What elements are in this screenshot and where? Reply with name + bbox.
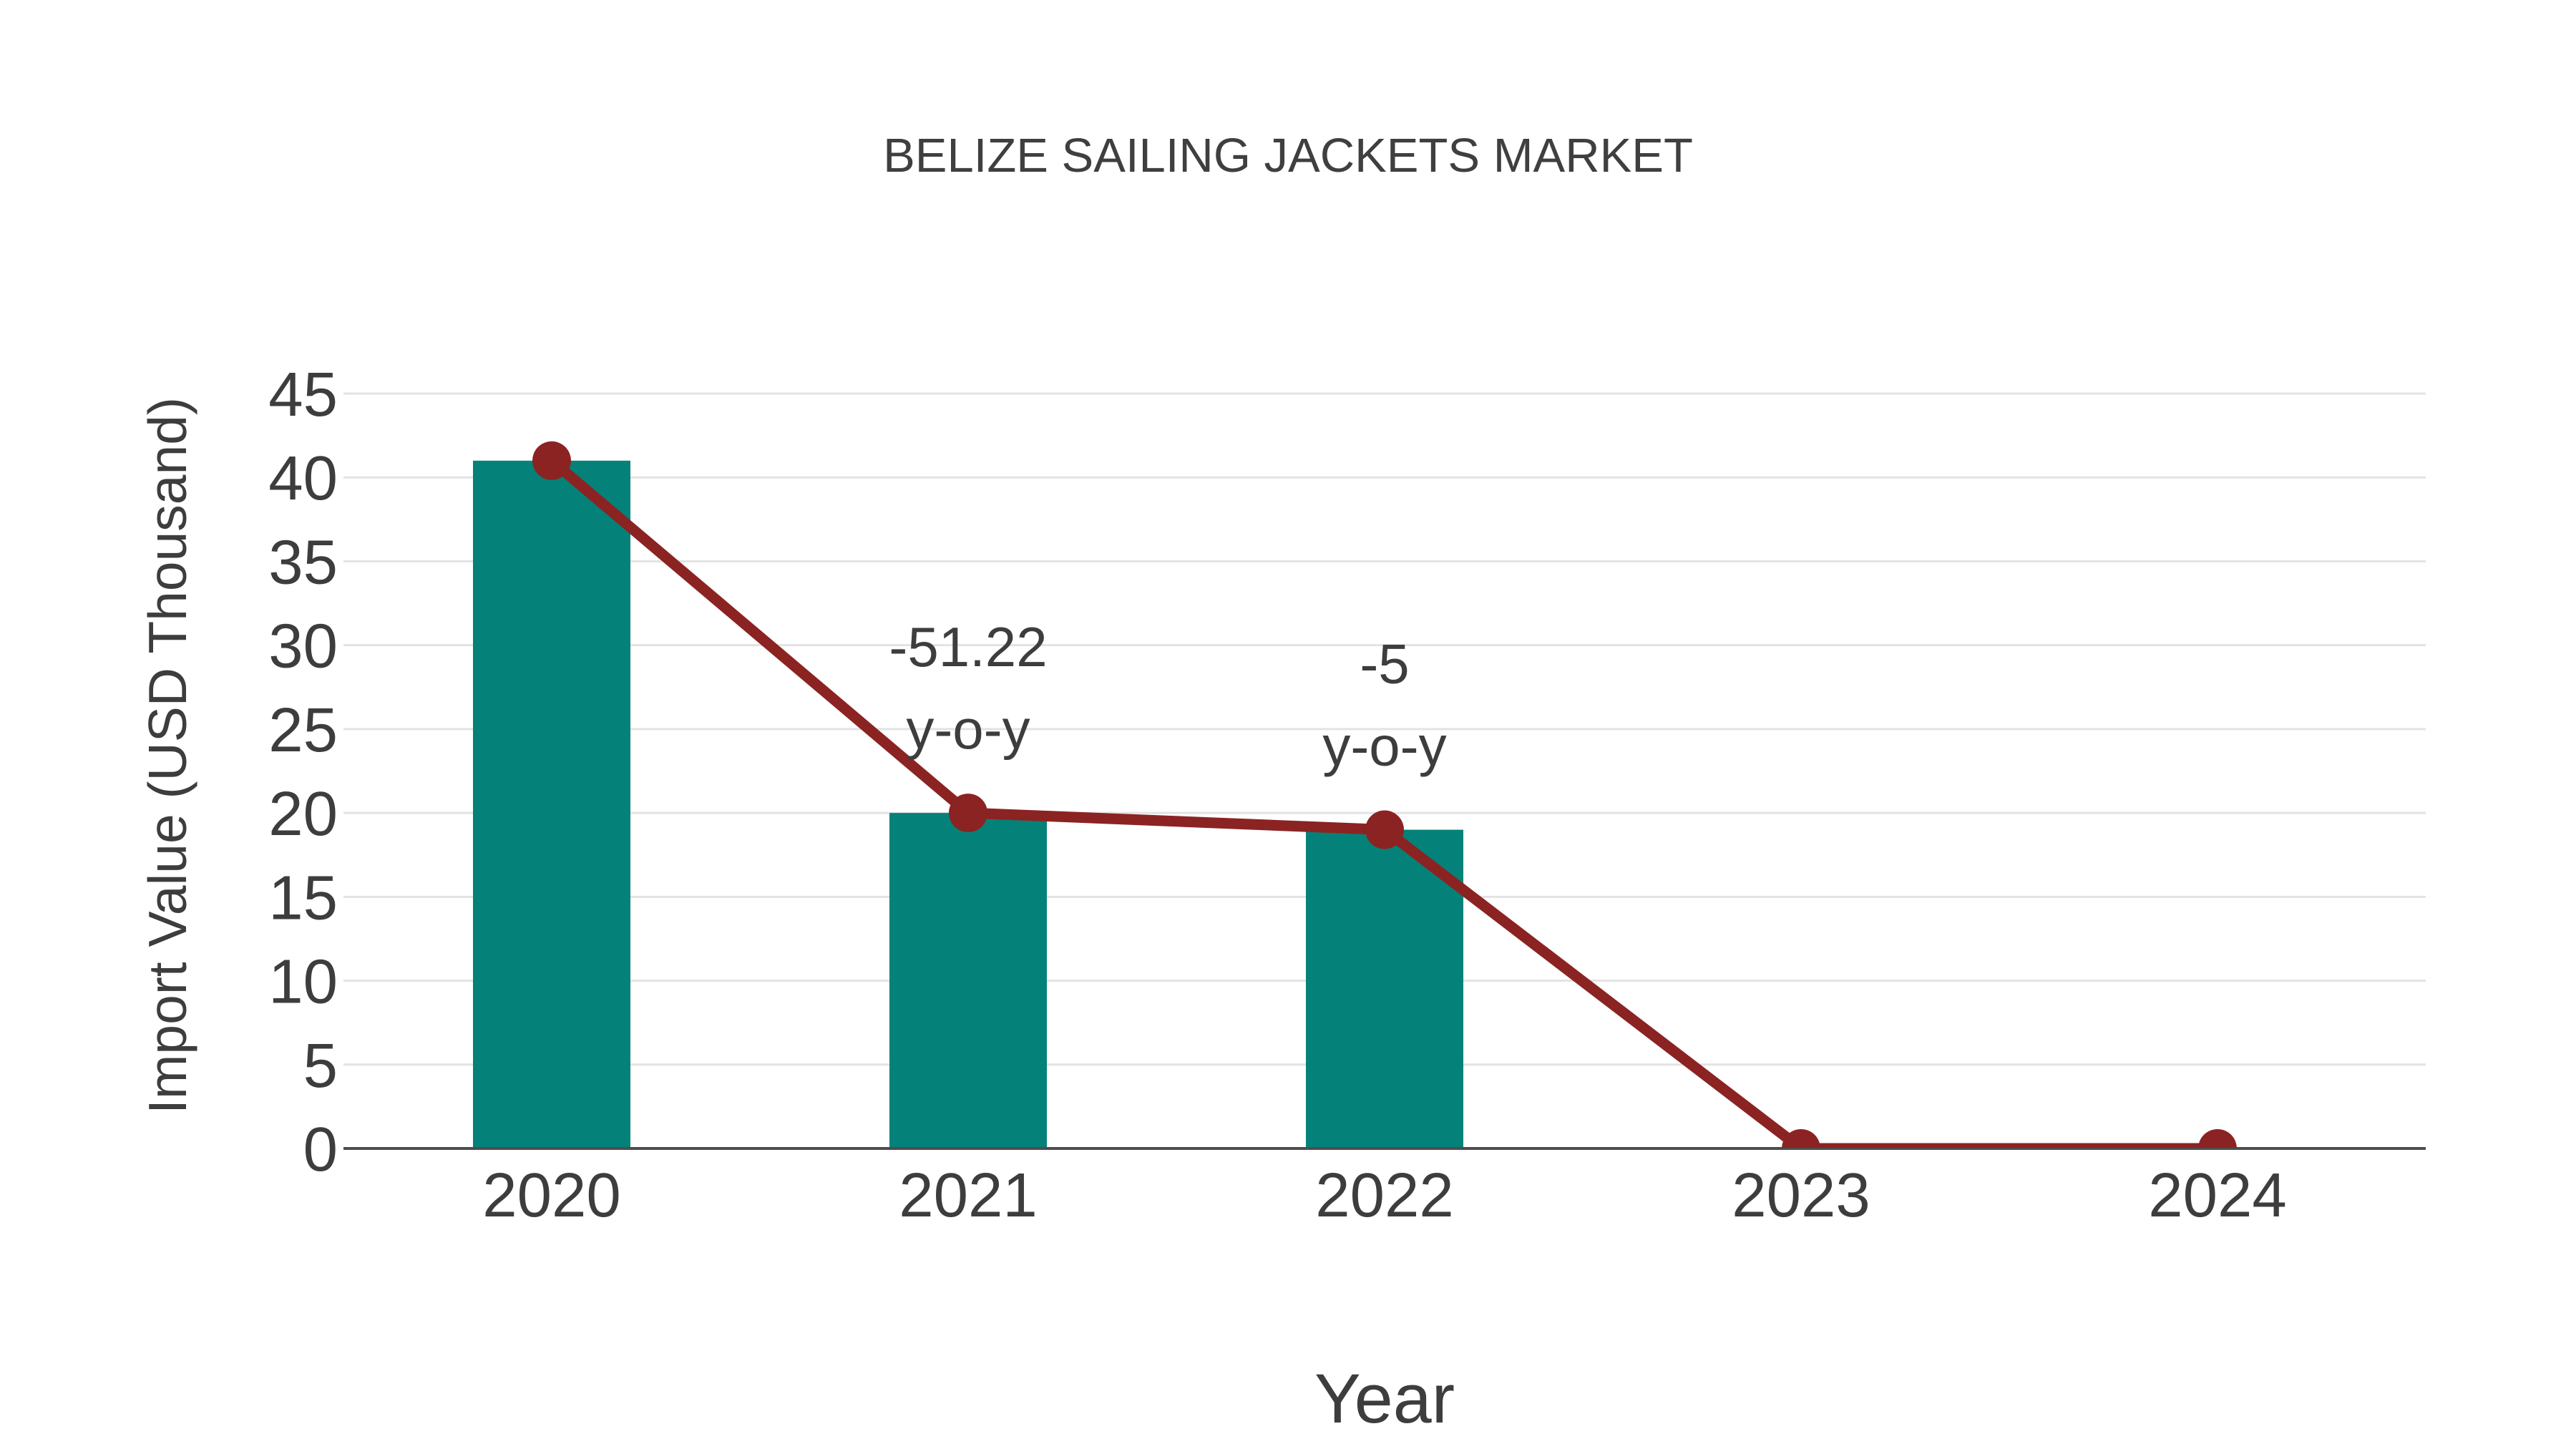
y-tick-label: 40 — [268, 444, 338, 513]
line-series — [532, 441, 2237, 1148]
data-point-marker — [949, 794, 987, 833]
gridlines — [343, 392, 2426, 1066]
data-point-marker — [1365, 810, 1404, 849]
y-tick-label: 5 — [303, 1031, 338, 1101]
y-tick-label: 35 — [268, 527, 338, 597]
y-tick-label: 20 — [268, 779, 338, 849]
data-point-marker — [2198, 1129, 2237, 1148]
bar — [889, 813, 1047, 1148]
x-tick-label: 2021 — [899, 1161, 1038, 1230]
y-tick-label: 0 — [303, 1115, 338, 1184]
y-tick-label: 10 — [268, 947, 338, 1017]
x-tick-label: 2023 — [1732, 1161, 1870, 1230]
y-tick-label: 25 — [268, 696, 338, 765]
tick-labels: 0 5 10 15 20 25 30 35 40 45 2020 2021 2022 2023 2024 — [268, 360, 2287, 1230]
x-axis-title: Year — [1314, 1360, 1455, 1438]
x-tick-label: 2020 — [482, 1161, 621, 1230]
bar — [1306, 829, 1463, 1148]
data-point-marker — [532, 441, 571, 480]
x-tick-label: 2024 — [2148, 1161, 2287, 1230]
annotation-value: -5 — [1360, 633, 1409, 696]
bar-series — [473, 460, 1463, 1148]
y-tick-label: 30 — [268, 612, 338, 681]
annotation-suffix: y-o-y — [1322, 715, 1446, 778]
y-tick-label: 15 — [268, 863, 338, 932]
bar — [473, 460, 630, 1148]
annotations: -51.22 y-o-y -5 y-o-y — [889, 615, 1446, 777]
y-axis-title: Import Value (USD Thousand) — [137, 397, 197, 1114]
annotation-value: -51.22 — [889, 615, 1047, 678]
chart-title: BELIZE SAILING JACKETS MARKET — [883, 129, 1693, 182]
data-point-marker — [1782, 1129, 1820, 1148]
annotation-suffix: y-o-y — [906, 698, 1030, 761]
x-tick-label: 2022 — [1315, 1161, 1454, 1230]
y-tick-label: 45 — [268, 360, 338, 429]
